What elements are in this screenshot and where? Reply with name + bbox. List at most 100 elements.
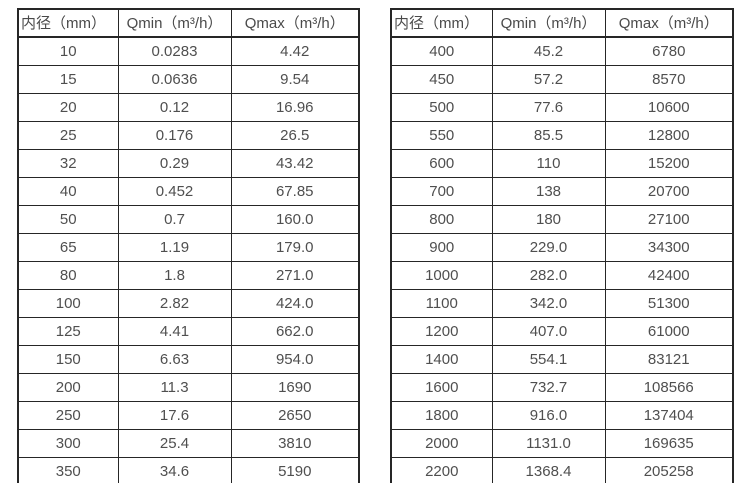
- table-cell-diameter: 2200: [390, 457, 493, 483]
- table-row: 450 57.2 8570: [390, 65, 734, 94]
- table-cell-diameter: 1200: [390, 317, 493, 346]
- table-cell-qmax: 9.54: [230, 65, 360, 94]
- header-row: 内径（mm） Qmin（m³/h） Qmax（m³/h）: [390, 8, 734, 38]
- table-cell-qmin: 342.0: [491, 289, 606, 318]
- table-cell-qmin: 1.19: [117, 233, 232, 262]
- table-cell-qmin: 916.0: [491, 401, 606, 430]
- table-cell-diameter: 500: [390, 93, 493, 122]
- table-cell-qmin: 25.4: [117, 429, 232, 458]
- table-cell-qmax: 12800: [604, 121, 734, 150]
- table-cell-diameter: 65: [17, 233, 119, 262]
- table-cell-qmax: 271.0: [230, 261, 360, 290]
- table-cell-qmin: 407.0: [491, 317, 606, 346]
- table-cell-diameter: 800: [390, 205, 493, 234]
- table-cell-qmin: 0.29: [117, 149, 232, 178]
- table-row: 300 25.4 3810: [17, 429, 360, 458]
- table-cell-qmin: 180: [491, 205, 606, 234]
- table-cell-qmin: 138: [491, 177, 606, 206]
- table-cell-qmin: 1131.0: [491, 429, 606, 458]
- table-cell-qmin: 45.2: [491, 36, 606, 66]
- table-cell-qmin: 229.0: [491, 233, 606, 262]
- large-diameter-flow-table: 内径（mm） Qmin（m³/h） Qmax（m³/h） 400 45.2 6780 450…: [390, 8, 734, 483]
- table-row: 1100 342.0 51300: [390, 289, 734, 318]
- table-cell-diameter: 550: [390, 121, 493, 150]
- table-cell-qmax: 137404: [604, 401, 734, 430]
- table-cell-diameter: 80: [17, 261, 119, 290]
- table-cell-diameter: 250: [17, 401, 119, 430]
- table-cell-qmax: 26.5: [230, 121, 360, 150]
- table-row: 2200 1368.4 205258: [390, 457, 734, 483]
- table-cell-qmin: 0.7: [117, 205, 232, 234]
- table-row: 20 0.12 16.96: [17, 93, 360, 122]
- table-cell-qmin: 4.41: [117, 317, 232, 346]
- table-cell-diameter: 1000: [390, 261, 493, 290]
- table-row: 1200 407.0 61000: [390, 317, 734, 346]
- column-header-diameter: 内径（mm）: [17, 8, 119, 38]
- table-cell-qmin: 6.63: [117, 345, 232, 374]
- table-cell-qmax: 42400: [604, 261, 734, 290]
- table-row: 1000 282.0 42400: [390, 261, 734, 290]
- table-cell-qmax: 20700: [604, 177, 734, 206]
- table-cell-qmax: 67.85: [230, 177, 360, 206]
- column-header-qmax: Qmax（m³/h）: [230, 8, 360, 38]
- table-cell-diameter: 150: [17, 345, 119, 374]
- table-cell-diameter: 50: [17, 205, 119, 234]
- table-cell-diameter: 1800: [390, 401, 493, 430]
- table-cell-qmax: 16.96: [230, 93, 360, 122]
- table-cell-diameter: 600: [390, 149, 493, 178]
- table-cell-diameter: 1100: [390, 289, 493, 318]
- table-row: 2000 1131.0 169635: [390, 429, 734, 458]
- table-cell-qmax: 169635: [604, 429, 734, 458]
- table-row: 10 0.0283 4.42: [17, 36, 360, 66]
- column-header-qmax: Qmax（m³/h）: [604, 8, 734, 38]
- table-cell-diameter: 400: [390, 36, 493, 66]
- table-cell-qmin: 282.0: [491, 261, 606, 290]
- table-row: 600 110 15200: [390, 149, 734, 178]
- table-cell-qmax: 61000: [604, 317, 734, 346]
- table-cell-diameter: 1600: [390, 373, 493, 402]
- table-cell-diameter: 32: [17, 149, 119, 178]
- table-cell-diameter: 100: [17, 289, 119, 318]
- table-cell-qmax: 8570: [604, 65, 734, 94]
- table-cell-qmin: 732.7: [491, 373, 606, 402]
- table-row: 65 1.19 179.0: [17, 233, 360, 262]
- table-cell-diameter: 1400: [390, 345, 493, 374]
- table-row: 32 0.29 43.42: [17, 149, 360, 178]
- table-cell-qmax: 2650: [230, 401, 360, 430]
- table-cell-diameter: 40: [17, 177, 119, 206]
- table-row: 350 34.6 5190: [17, 457, 360, 483]
- table-cell-qmax: 108566: [604, 373, 734, 402]
- table-cell-qmax: 424.0: [230, 289, 360, 318]
- table-row: 200 11.3 1690: [17, 373, 360, 402]
- table-cell-qmax: 27100: [604, 205, 734, 234]
- table-cell-qmax: 4.42: [230, 36, 360, 66]
- table-cell-qmin: 0.452: [117, 177, 232, 206]
- table-row: 1800 916.0 137404: [390, 401, 734, 430]
- table-cell-diameter: 15: [17, 65, 119, 94]
- table-row: 125 4.41 662.0: [17, 317, 360, 346]
- table-row: 800 180 27100: [390, 205, 734, 234]
- table-cell-qmin: 0.0636: [117, 65, 232, 94]
- table-cell-diameter: 10: [17, 36, 119, 66]
- header-row: 内径（mm） Qmin（m³/h） Qmax（m³/h）: [17, 8, 360, 38]
- table-row: 15 0.0636 9.54: [17, 65, 360, 94]
- table-row: 1400 554.1 83121: [390, 345, 734, 374]
- table-cell-qmin: 554.1: [491, 345, 606, 374]
- table-cell-qmin: 1368.4: [491, 457, 606, 483]
- table-cell-diameter: 350: [17, 457, 119, 483]
- table-cell-qmin: 2.82: [117, 289, 232, 318]
- table-row: 1600 732.7 108566: [390, 373, 734, 402]
- table-cell-qmax: 5190: [230, 457, 360, 483]
- table-cell-diameter: 700: [390, 177, 493, 206]
- table-row: 400 45.2 6780: [390, 36, 734, 66]
- table-cell-qmax: 83121: [604, 345, 734, 374]
- table-cell-diameter: 200: [17, 373, 119, 402]
- table-cell-qmax: 43.42: [230, 149, 360, 178]
- table-cell-qmax: 179.0: [230, 233, 360, 262]
- table-cell-qmax: 34300: [604, 233, 734, 262]
- table-cell-diameter: 900: [390, 233, 493, 262]
- table-cell-qmin: 110: [491, 149, 606, 178]
- table-cell-qmin: 0.0283: [117, 36, 232, 66]
- table-cell-diameter: 25: [17, 121, 119, 150]
